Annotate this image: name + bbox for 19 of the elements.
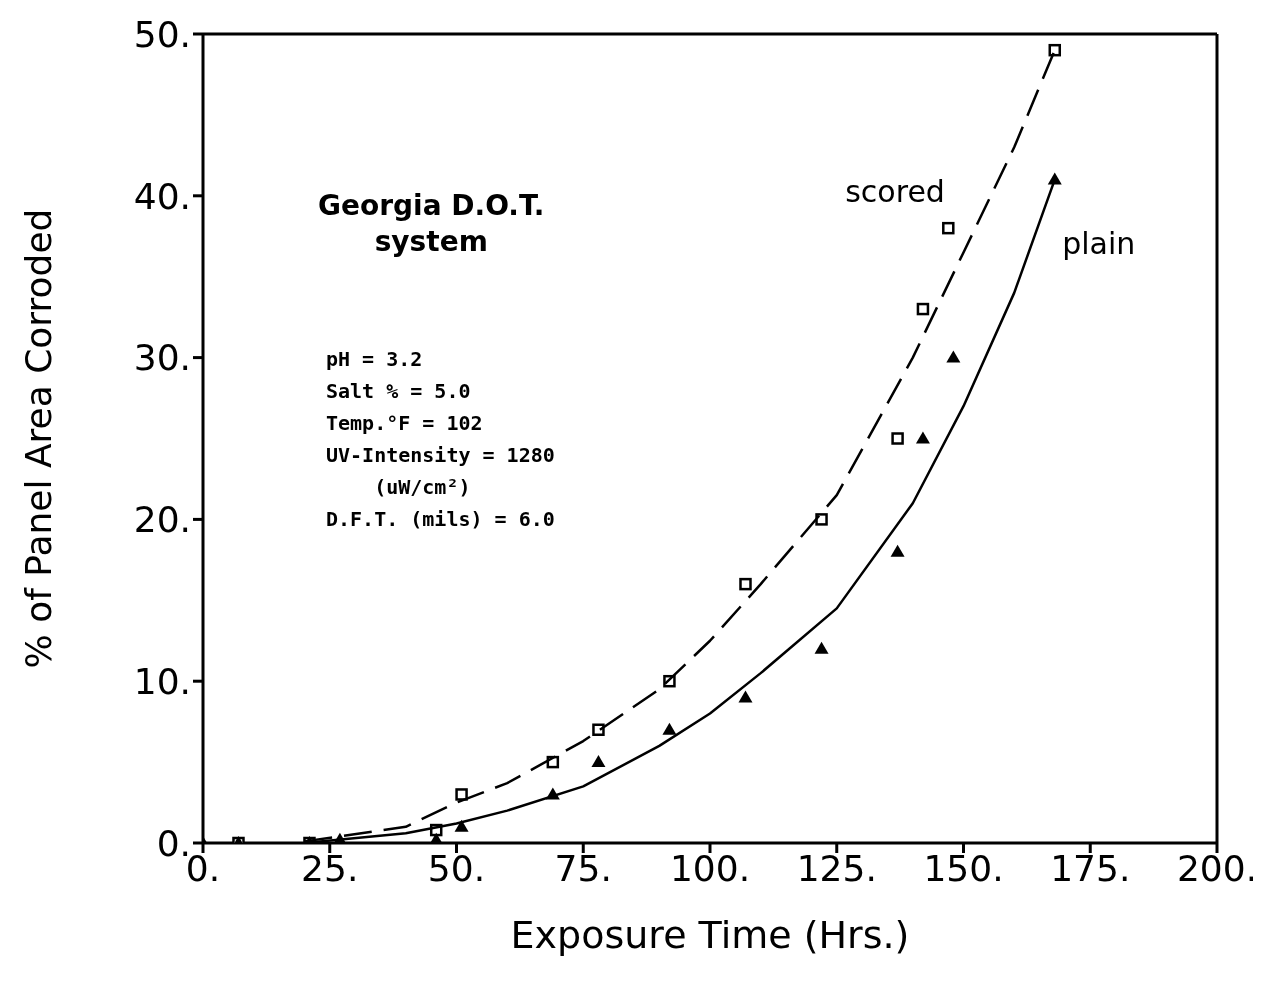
x-tick-label: 50. [427, 847, 486, 889]
y-tick-label: 30. [133, 337, 191, 379]
y-tick-label: 10. [133, 660, 191, 702]
series-label: scored [845, 173, 945, 209]
x-tick-label: 200. [1176, 847, 1258, 889]
y-axis-title: % of Panel Area Corroded [17, 208, 59, 669]
annotation: Georgia D.O.T. system [318, 188, 545, 261]
series-label: plain [1062, 226, 1136, 262]
x-tick-label: 100. [669, 847, 751, 889]
x-tick-label: 75. [554, 847, 612, 889]
x-tick-label: 150. [923, 847, 1004, 889]
annotation: pH = 3.2 Salt % = 5.0 Temp.°F = 102 UV-Intensity = 1280 (uW/cm²) D.F.T. (mils) = 6.0 [326, 346, 555, 533]
y-tick-label: 20. [133, 499, 191, 541]
y-tick-label: 40. [133, 175, 191, 217]
x-tick-label: 175. [1050, 847, 1131, 889]
y-tick-label: 50. [133, 13, 191, 55]
x-tick-label: 125. [796, 847, 877, 889]
x-axis-title: Exposure Time (Hrs.) [510, 913, 910, 957]
x-tick-label: 25. [301, 847, 359, 889]
